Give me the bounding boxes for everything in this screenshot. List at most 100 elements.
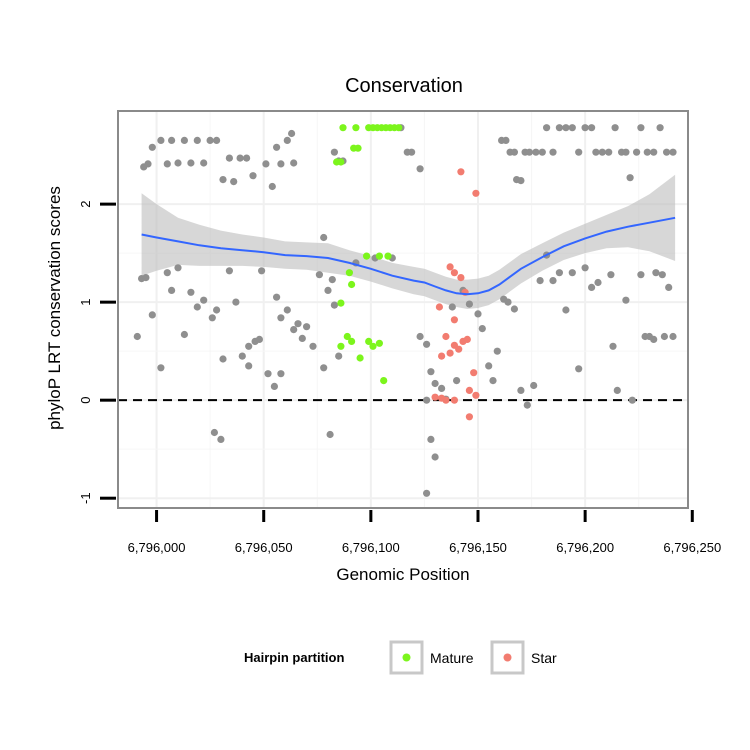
- point-other: [416, 332, 424, 341]
- legend-entry-star: Star: [490, 640, 557, 675]
- point-other: [225, 154, 233, 162]
- point-star: [450, 316, 458, 324]
- point-mature: [384, 252, 392, 260]
- point-other: [268, 182, 276, 191]
- point-other: [330, 301, 338, 309]
- point-other: [163, 269, 171, 277]
- point-other: [549, 277, 557, 285]
- point-other: [669, 148, 677, 156]
- point-other: [238, 352, 246, 360]
- point-other: [523, 401, 531, 409]
- point-other: [427, 435, 435, 443]
- legend-dot-mature: [402, 653, 411, 662]
- x-tick-label: 6,796,150: [449, 540, 507, 555]
- point-other: [637, 124, 645, 132]
- point-other: [273, 293, 281, 301]
- point-other: [549, 148, 557, 156]
- point-other: [607, 271, 615, 279]
- point-other: [148, 311, 156, 319]
- point-other: [255, 335, 263, 343]
- point-other: [643, 148, 651, 156]
- point-mature: [356, 354, 364, 362]
- point-other: [562, 124, 570, 132]
- data-points: [133, 124, 677, 497]
- point-other: [538, 148, 546, 156]
- x-tick-label: 6,796,250: [663, 540, 721, 555]
- point-other: [193, 303, 201, 311]
- point-other: [633, 148, 641, 156]
- point-other: [142, 274, 150, 282]
- y-axis-title: phyloP LRT conservation scores: [45, 186, 64, 430]
- point-other: [283, 136, 291, 144]
- point-other: [431, 453, 439, 461]
- point-star: [459, 337, 467, 345]
- y-tick-label: 0: [78, 397, 93, 404]
- point-other: [438, 384, 446, 392]
- point-other: [328, 276, 336, 284]
- chart-title: Conservation: [345, 75, 463, 97]
- point-other: [525, 148, 534, 156]
- point-mature: [380, 377, 388, 385]
- point-other: [193, 136, 201, 144]
- panel-background: [118, 111, 688, 508]
- point-other: [656, 124, 664, 132]
- point-other: [277, 314, 285, 322]
- point-star: [470, 369, 478, 377]
- point-other: [133, 332, 141, 341]
- point-other: [290, 159, 298, 167]
- point-other: [598, 148, 606, 156]
- point-other: [622, 148, 630, 156]
- point-other: [431, 379, 439, 388]
- point-other: [448, 303, 456, 311]
- point-other: [294, 320, 302, 328]
- legend: Hairpin partition Mature Star: [244, 640, 557, 675]
- point-other: [568, 269, 576, 277]
- point-other: [423, 340, 431, 348]
- point-other: [264, 370, 272, 378]
- point-other: [180, 330, 188, 339]
- point-other: [200, 159, 208, 167]
- point-star: [465, 413, 473, 421]
- point-other: [562, 306, 570, 314]
- point-other: [555, 269, 564, 277]
- legend-label-mature: Mature: [430, 650, 474, 666]
- point-other: [320, 233, 328, 242]
- point-mature: [375, 339, 383, 347]
- point-other: [225, 267, 233, 275]
- point-star: [472, 391, 480, 399]
- point-mature: [339, 124, 347, 132]
- point-other: [555, 124, 564, 132]
- point-other: [581, 124, 589, 132]
- point-other: [213, 136, 221, 144]
- point-other: [298, 334, 306, 342]
- x-tick-label: 6,796,000: [128, 540, 186, 555]
- point-other: [157, 364, 165, 372]
- legend-dot-star: [503, 653, 512, 662]
- point-other: [669, 332, 677, 341]
- point-other: [613, 386, 621, 394]
- point-other: [157, 136, 165, 144]
- point-other: [453, 377, 461, 385]
- point-other: [290, 326, 298, 334]
- point-star: [457, 168, 465, 176]
- point-other: [174, 159, 182, 167]
- y-tick-label: -1: [78, 492, 93, 504]
- x-axis: 6,796,000 6,796,050 6,796,100 6,796,150 6,79…: [128, 510, 721, 555]
- x-tick-label: 6,796,200: [556, 540, 614, 555]
- point-other: [588, 283, 596, 291]
- point-star: [431, 393, 439, 401]
- point-other: [219, 355, 227, 363]
- legend-title: Hairpin partition: [244, 650, 344, 665]
- point-star: [438, 352, 446, 360]
- point-other: [210, 428, 218, 437]
- point-mature: [365, 337, 373, 345]
- point-other: [510, 148, 518, 156]
- point-other: [258, 267, 266, 275]
- point-other: [320, 364, 328, 372]
- point-other: [622, 296, 630, 304]
- point-mature: [343, 332, 351, 341]
- legend-entry-mature: Mature: [389, 640, 474, 675]
- point-other: [262, 160, 270, 168]
- point-star: [435, 303, 443, 311]
